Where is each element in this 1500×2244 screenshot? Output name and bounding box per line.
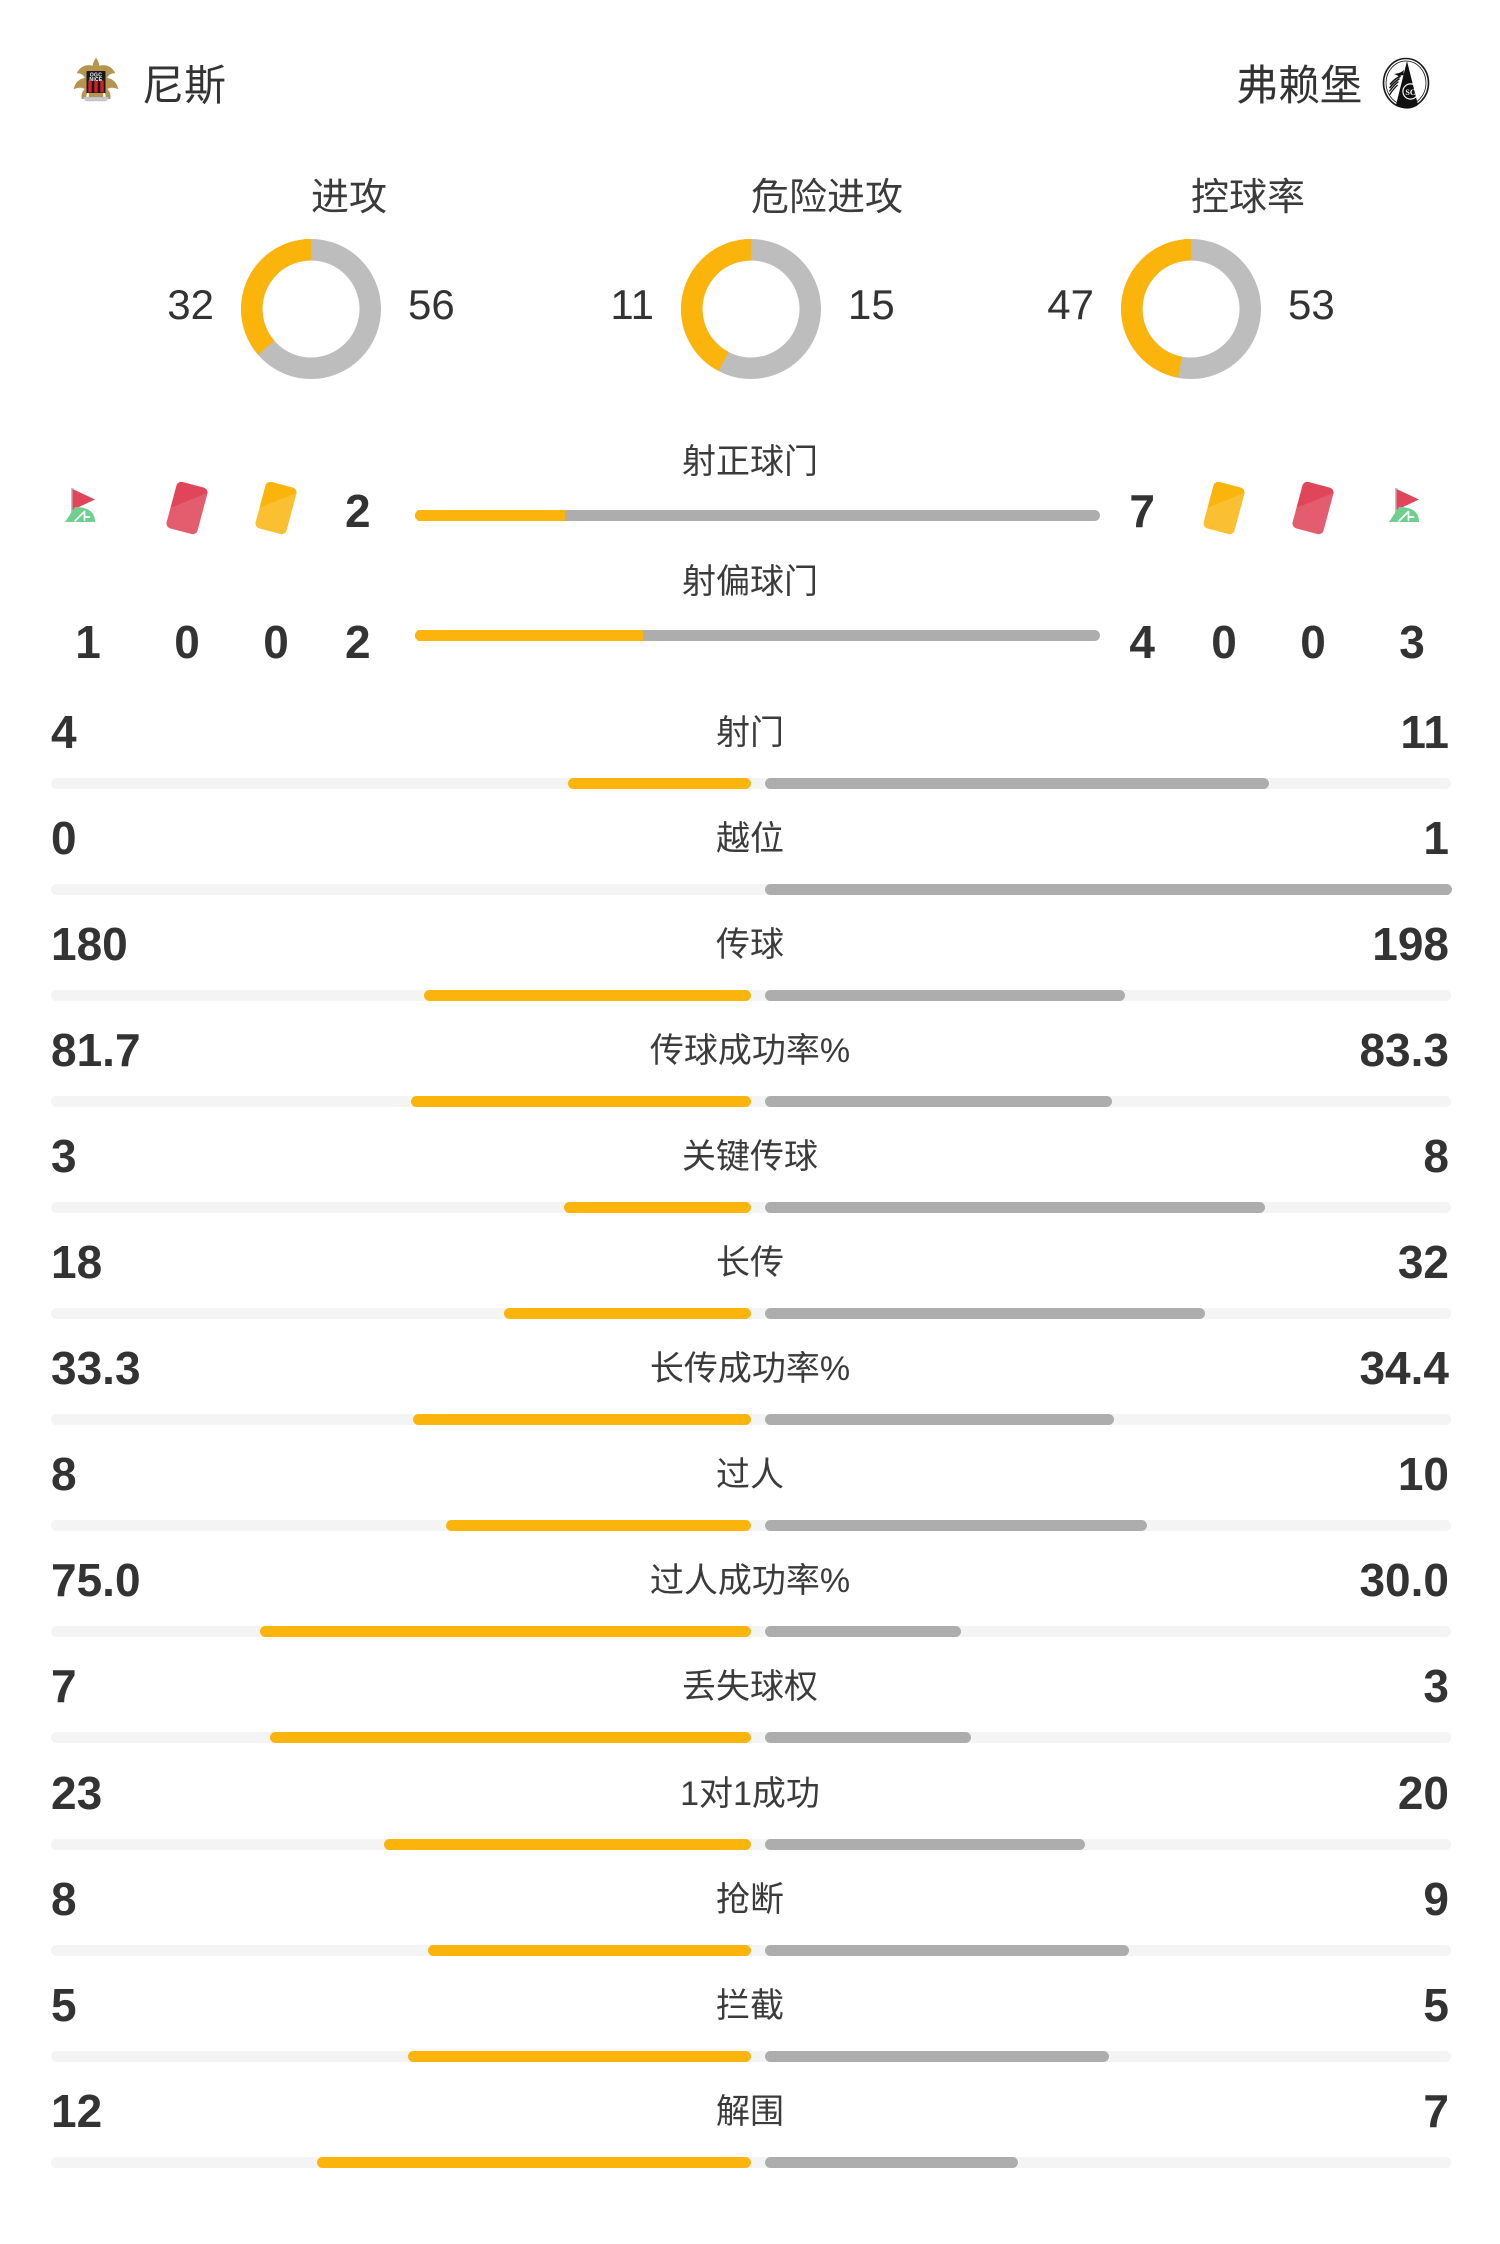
svg-text:NICE: NICE bbox=[89, 77, 103, 83]
svg-text:SC: SC bbox=[1405, 87, 1415, 96]
